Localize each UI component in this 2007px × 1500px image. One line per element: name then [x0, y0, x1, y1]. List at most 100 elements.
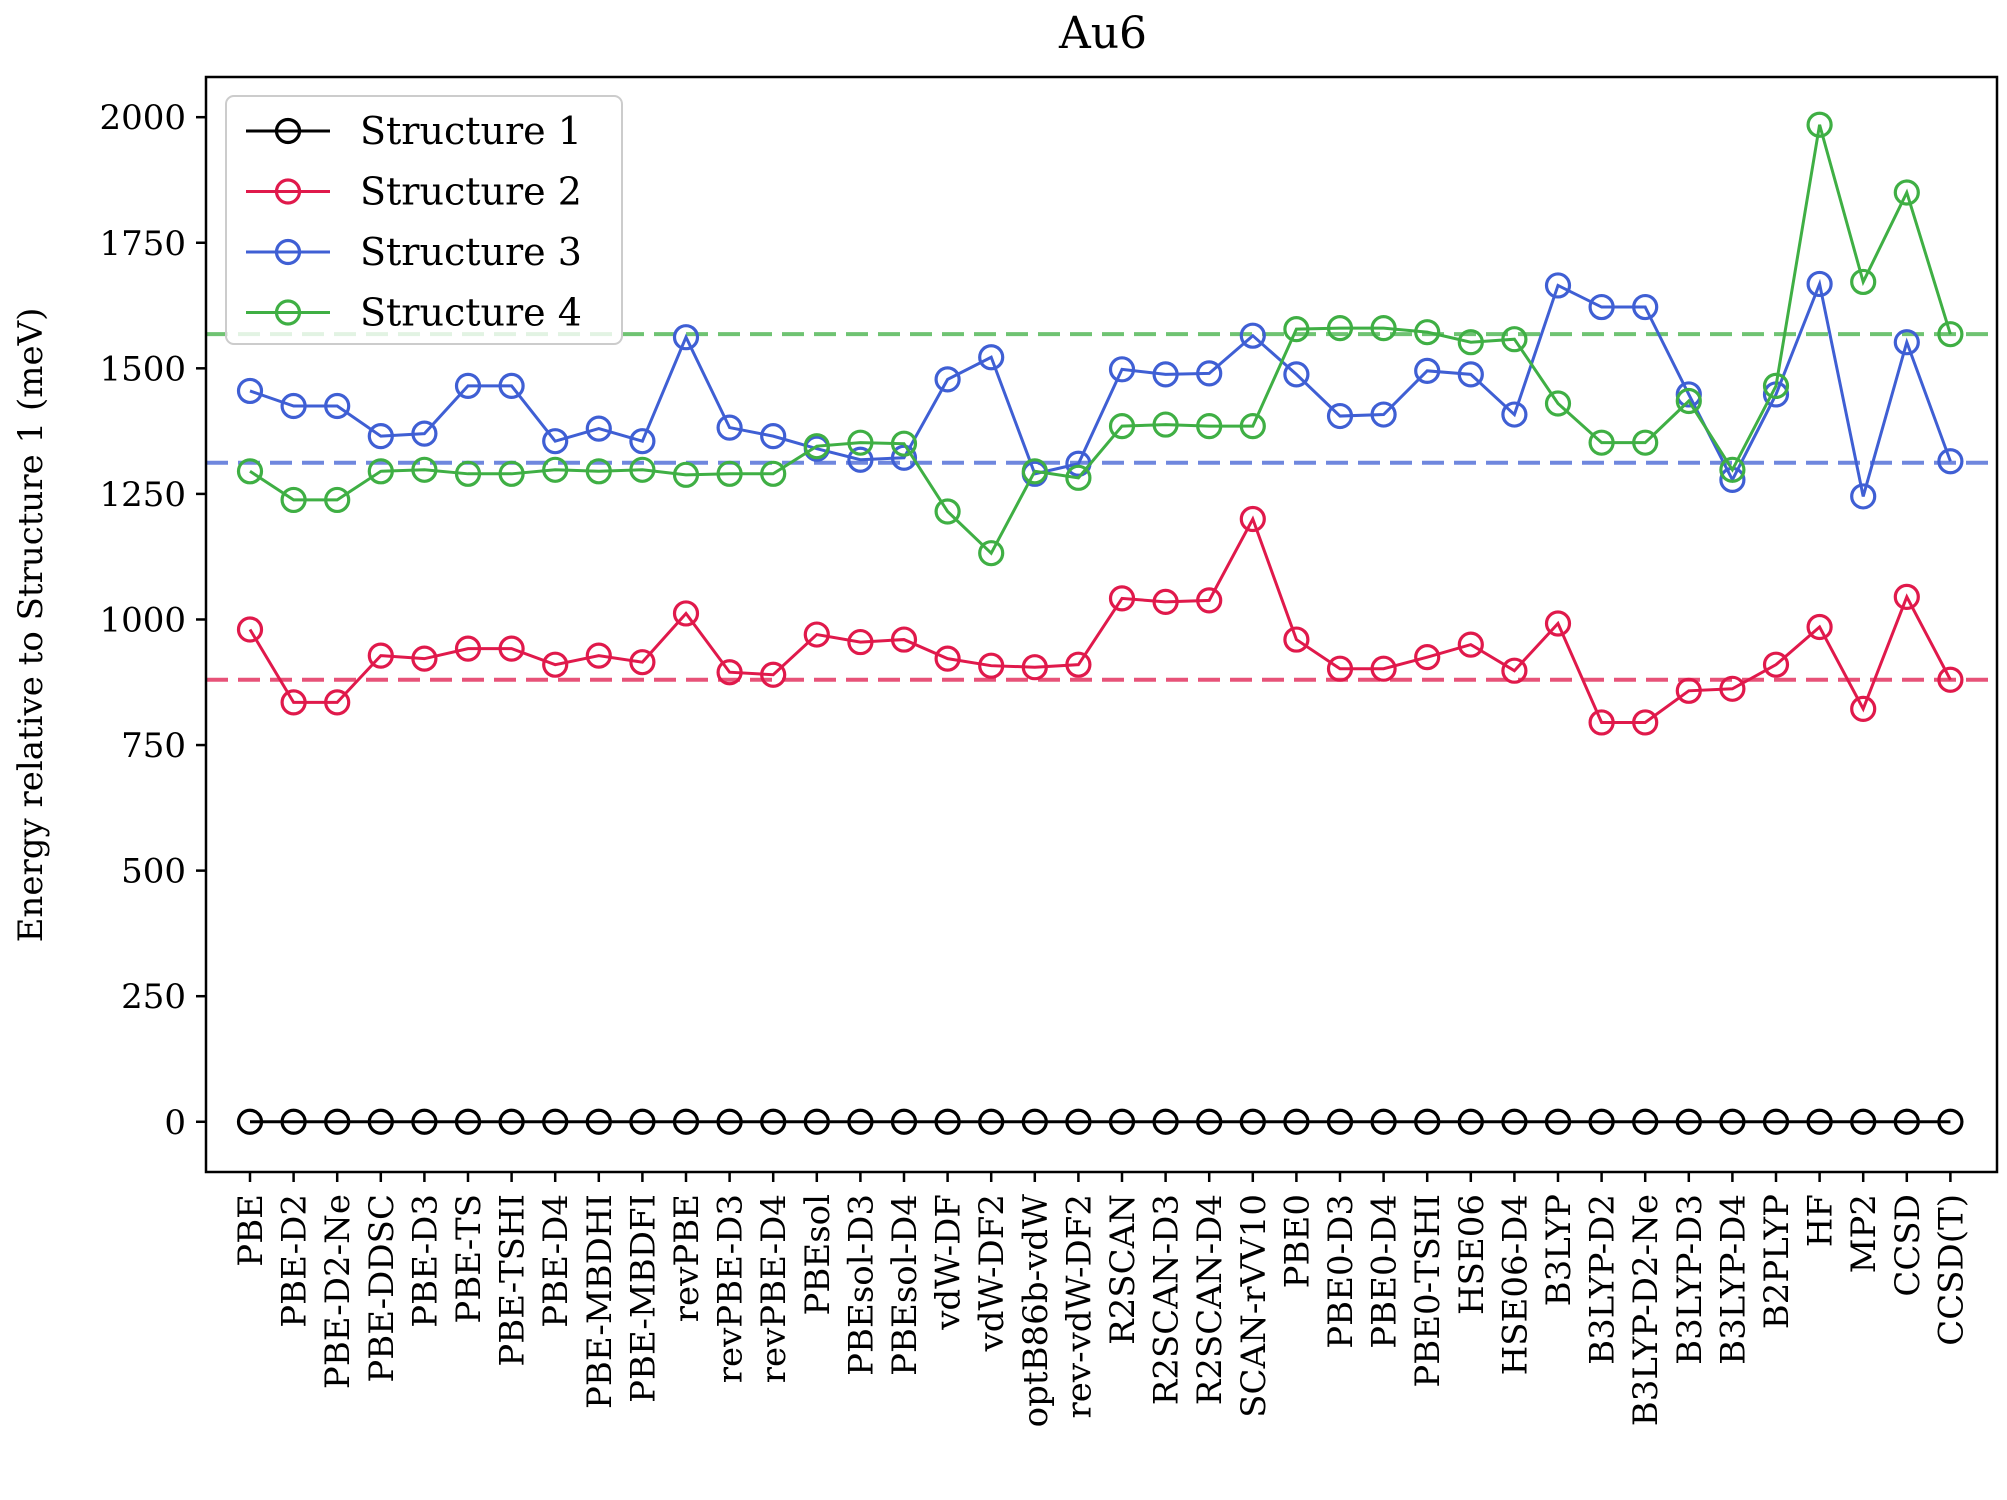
y-tick-label: 500 [121, 852, 186, 892]
structure-1-point [324, 1108, 351, 1135]
structure-2-point [1108, 585, 1136, 612]
structure-4-point [934, 498, 961, 525]
structure-2-point [1370, 655, 1397, 682]
structure-1-point [1806, 1108, 1833, 1135]
structure-2-point [1152, 588, 1179, 615]
structure-2-series [236, 505, 1964, 736]
structure-3-point [1370, 401, 1397, 428]
structure-1-series [236, 1108, 1964, 1135]
structure-2-point [1675, 677, 1702, 704]
x-tick-label: R2SCAN-D3 [1147, 1194, 1187, 1405]
x-tick-label: B3LYP-D2 [1583, 1194, 1623, 1365]
structure-1-point [454, 1108, 482, 1135]
x-tick-label: R2SCAN [1103, 1194, 1143, 1345]
structure-4-point [1239, 412, 1266, 440]
y-tick-label: 0 [164, 1103, 186, 1143]
structure-1-point [542, 1108, 569, 1135]
structure-4-point [1283, 316, 1310, 343]
structure-1-point [672, 1108, 700, 1135]
x-tick-label: PBEsol-D4 [885, 1194, 925, 1376]
structure-4-point [1065, 464, 1092, 491]
structure-1-point [1850, 1108, 1877, 1135]
structure-2-point [1457, 631, 1484, 658]
structure-3-point [1239, 322, 1266, 349]
structure-4-point [803, 433, 830, 460]
x-tick-label: B3LYP-D4 [1713, 1194, 1753, 1365]
structure-4-point [1762, 372, 1790, 400]
legend-item-structure-2: Structure 2 [246, 170, 582, 214]
y-tick-label: 1500 [99, 349, 186, 389]
structure-4-point [1850, 268, 1877, 296]
y-tick-label: 2000 [99, 98, 186, 138]
structure-2-point [324, 689, 351, 716]
x-tick-label: optB86b-vdW [1016, 1194, 1056, 1427]
y-tick-label: 1750 [99, 224, 186, 264]
structure-4-point [1021, 458, 1048, 485]
structure-3-point [585, 415, 612, 442]
x-tick-label: R2SCAN-D4 [1190, 1194, 1230, 1405]
x-tick-label: PBE-TSHI [493, 1194, 533, 1367]
structure-1-point [629, 1108, 656, 1135]
structure-1-point [1937, 1108, 1964, 1135]
structure-4-point [367, 458, 394, 485]
structure-3-point [1501, 401, 1528, 428]
structure-3-point [1937, 448, 1964, 475]
structure-1-point [236, 1108, 264, 1135]
structure-2-point [1501, 657, 1528, 684]
structure-2-point [1414, 644, 1441, 671]
structure-4-point [280, 486, 307, 514]
structure-4-point [498, 460, 525, 487]
structure-4-point [1893, 179, 1920, 206]
legend-item-structure-1: Structure 1 [246, 109, 582, 153]
x-tick-label: PBE-DDSC [362, 1194, 402, 1383]
structure-3-point [1196, 360, 1223, 387]
structure-3-point [1283, 361, 1310, 388]
structure-3-point [1414, 357, 1441, 384]
structure-3-point [1544, 272, 1572, 299]
structure-3-point [280, 392, 307, 420]
structure-3-point [1326, 402, 1354, 430]
structure-2-point [1326, 655, 1354, 682]
structure-1-point [847, 1108, 874, 1135]
structure-4-point [1326, 315, 1354, 342]
structure-3-point [1632, 293, 1659, 321]
x-tick-label: revPBE-D4 [754, 1194, 794, 1383]
structure-2-point [629, 649, 656, 676]
structure-2-point [1065, 651, 1092, 678]
structure-1-point [890, 1108, 918, 1135]
structure-3-point [716, 414, 743, 441]
structure-4-point [716, 460, 743, 487]
x-tick-label: rev-vdW-DF2 [1059, 1194, 1099, 1419]
structure-4-point [236, 458, 264, 485]
structure-3-point [760, 423, 787, 450]
structure-3-point [498, 372, 525, 400]
structure-2-point [803, 621, 830, 648]
y-tick-label: 250 [121, 977, 186, 1017]
structure-2-point [280, 689, 307, 716]
structure-3-series [236, 270, 1964, 510]
y-tick-label: 1250 [99, 475, 186, 515]
structure-1-point [1108, 1108, 1136, 1135]
structure-4-point [1675, 387, 1702, 415]
structure-1-point [1675, 1108, 1702, 1135]
legend-marker [274, 299, 302, 326]
structure-2-point [1544, 610, 1572, 637]
structure-3-point [934, 366, 961, 393]
y-axis-label: Energy relative to Structure 1 (meV) [11, 308, 51, 943]
structure-4-point [1501, 326, 1528, 353]
structure-3-point [629, 428, 656, 455]
legend-marker [274, 238, 302, 266]
structure-1-point [498, 1108, 525, 1135]
legend-label: Structure 4 [360, 291, 582, 335]
structure-2-point [1850, 695, 1877, 722]
structure-4-point [672, 461, 700, 488]
structure-2-point [1719, 675, 1746, 702]
structure-1-point [411, 1108, 438, 1135]
x-tick-label: PBE [231, 1194, 271, 1267]
x-tick-label: HSE06-D4 [1495, 1194, 1535, 1375]
x-tick-label: PBE-D3 [405, 1194, 445, 1328]
structure-1-point [1065, 1108, 1092, 1135]
structure-3-point [1850, 483, 1877, 510]
structure-1-point [934, 1108, 961, 1135]
